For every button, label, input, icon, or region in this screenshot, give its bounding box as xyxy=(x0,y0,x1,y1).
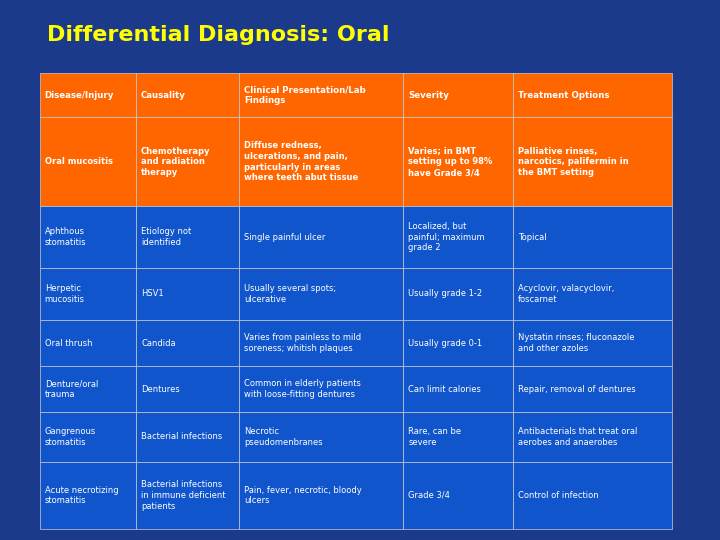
Text: Acute necrotizing
stomatitis: Acute necrotizing stomatitis xyxy=(45,485,118,505)
Text: Usually grade 0-1: Usually grade 0-1 xyxy=(408,339,482,348)
Bar xyxy=(239,462,403,529)
Bar xyxy=(403,268,513,320)
Text: Disease/Injury: Disease/Injury xyxy=(45,91,114,99)
Bar xyxy=(136,462,239,529)
Text: HSV1: HSV1 xyxy=(141,289,163,299)
Bar xyxy=(239,117,403,206)
Bar xyxy=(403,117,513,206)
Text: Chemotherapy
and radiation
therapy: Chemotherapy and radiation therapy xyxy=(141,146,210,177)
Bar xyxy=(513,320,672,366)
Text: Differential Diagnosis: Oral: Differential Diagnosis: Oral xyxy=(47,25,390,45)
Bar xyxy=(403,320,513,366)
Bar xyxy=(513,462,672,529)
Text: Can limit calories: Can limit calories xyxy=(408,385,481,394)
Bar xyxy=(40,366,136,413)
Bar xyxy=(239,320,403,366)
Text: Palliative rinses,
narcotics, palifermin in
the BMT setting: Palliative rinses, narcotics, palifermin… xyxy=(518,146,629,177)
Text: Severity: Severity xyxy=(408,91,449,99)
Text: Oral thrush: Oral thrush xyxy=(45,339,92,348)
Bar xyxy=(239,366,403,413)
Bar xyxy=(136,73,239,117)
Text: Denture/oral
trauma: Denture/oral trauma xyxy=(45,380,98,399)
Bar xyxy=(136,413,239,462)
Text: Necrotic
pseudomenbranes: Necrotic pseudomenbranes xyxy=(244,427,323,447)
Text: Candida: Candida xyxy=(141,339,176,348)
Text: Causality: Causality xyxy=(141,91,186,99)
Bar xyxy=(239,206,403,268)
Bar xyxy=(239,413,403,462)
Text: Localized, but
painful; maximum
grade 2: Localized, but painful; maximum grade 2 xyxy=(408,222,485,252)
Text: Single painful ulcer: Single painful ulcer xyxy=(244,233,325,241)
Bar xyxy=(136,268,239,320)
Text: Nystatin rinses; fluconazole
and other azoles: Nystatin rinses; fluconazole and other a… xyxy=(518,333,634,353)
Text: Varies from painless to mild
soreness; whitish plaques: Varies from painless to mild soreness; w… xyxy=(244,333,361,353)
Bar xyxy=(239,73,403,117)
Bar xyxy=(403,366,513,413)
Text: Treatment Options: Treatment Options xyxy=(518,91,609,99)
Bar xyxy=(136,366,239,413)
Bar xyxy=(513,73,672,117)
Text: Oral mucositis: Oral mucositis xyxy=(45,157,112,166)
Bar xyxy=(403,206,513,268)
Text: Acyclovir, valacyclovir,
foscarnet: Acyclovir, valacyclovir, foscarnet xyxy=(518,284,614,304)
Text: Bacterial infections: Bacterial infections xyxy=(141,433,222,442)
Bar xyxy=(40,268,136,320)
Text: Pain, fever, necrotic, bloody
ulcers: Pain, fever, necrotic, bloody ulcers xyxy=(244,485,361,505)
Text: Common in elderly patients
with loose-fitting dentures: Common in elderly patients with loose-fi… xyxy=(244,380,361,399)
Bar xyxy=(136,320,239,366)
Text: Usually several spots;
ulcerative: Usually several spots; ulcerative xyxy=(244,284,336,304)
Text: Varies; in BMT
setting up to 98%
have Grade 3/4: Varies; in BMT setting up to 98% have Gr… xyxy=(408,146,492,177)
Text: Antibacterials that treat oral
aerobes and anaerobes: Antibacterials that treat oral aerobes a… xyxy=(518,427,637,447)
Bar xyxy=(513,413,672,462)
Bar xyxy=(513,366,672,413)
Text: Control of infection: Control of infection xyxy=(518,491,598,500)
Text: Repair, removal of dentures: Repair, removal of dentures xyxy=(518,385,636,394)
Text: Topical: Topical xyxy=(518,233,546,241)
Bar xyxy=(513,268,672,320)
Bar xyxy=(403,413,513,462)
Text: Dentures: Dentures xyxy=(141,385,180,394)
Text: Herpetic
mucositis: Herpetic mucositis xyxy=(45,284,85,304)
Text: Diffuse redness,
ulcerations, and pain,
particularly in areas
where teeth abut t: Diffuse redness, ulcerations, and pain, … xyxy=(244,141,359,183)
Bar xyxy=(40,413,136,462)
Bar xyxy=(40,320,136,366)
Bar xyxy=(136,117,239,206)
Bar xyxy=(40,73,136,117)
Text: Aphthous
stomatitis: Aphthous stomatitis xyxy=(45,227,86,247)
Bar xyxy=(136,206,239,268)
Text: Usually grade 1-2: Usually grade 1-2 xyxy=(408,289,482,299)
Text: Clinical Presentation/Lab
Findings: Clinical Presentation/Lab Findings xyxy=(244,85,366,105)
Bar xyxy=(513,206,672,268)
Bar xyxy=(40,117,136,206)
Text: Bacterial infections
in immune deficient
patients: Bacterial infections in immune deficient… xyxy=(141,480,225,511)
Text: Grade 3/4: Grade 3/4 xyxy=(408,491,450,500)
Bar xyxy=(403,73,513,117)
Text: Rare, can be
severe: Rare, can be severe xyxy=(408,427,462,447)
Text: Gangrenous
stomatitis: Gangrenous stomatitis xyxy=(45,427,96,447)
Bar xyxy=(403,462,513,529)
Bar xyxy=(40,206,136,268)
Bar xyxy=(513,117,672,206)
Text: Etiology not
identified: Etiology not identified xyxy=(141,227,192,247)
Bar xyxy=(40,462,136,529)
Bar xyxy=(239,268,403,320)
